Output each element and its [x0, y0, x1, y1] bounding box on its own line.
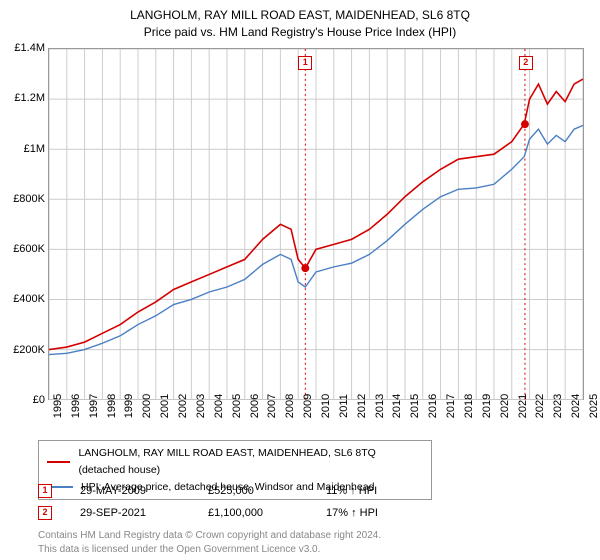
sale-delta: 11% ↑ HPI [326, 485, 377, 497]
x-tick-label: 1999 [123, 394, 135, 418]
x-tick-label: 2018 [463, 394, 475, 418]
y-tick-label: £0 [33, 394, 45, 406]
x-tick-label: 2006 [249, 394, 261, 418]
chart-subtitle: Price paid vs. HM Land Registry's House … [0, 22, 600, 39]
plot-area [48, 48, 584, 400]
sale-marker-box: 1 [298, 56, 312, 70]
y-tick-label: £1.4M [14, 42, 45, 54]
plot-svg [49, 49, 583, 400]
sale-marker: 2 [38, 506, 52, 520]
x-tick-label: 2024 [570, 394, 582, 418]
sale-delta: 17% ↑ HPI [326, 507, 378, 519]
x-tick-label: 2001 [159, 394, 171, 418]
footer-attribution: Contains HM Land Registry data © Crown c… [38, 529, 381, 556]
x-tick-label: 2016 [427, 394, 439, 418]
x-tick-label: 2002 [177, 394, 189, 418]
footer-line1: Contains HM Land Registry data © Crown c… [38, 529, 381, 543]
x-tick-label: 2007 [266, 394, 278, 418]
x-tick-label: 2019 [481, 394, 493, 418]
chart-title: LANGHOLM, RAY MILL ROAD EAST, MAIDENHEAD… [0, 0, 600, 22]
x-tick-label: 2010 [320, 394, 332, 418]
x-tick-label: 1997 [88, 394, 100, 418]
x-tick-label: 2015 [409, 394, 421, 418]
legend-label: LANGHOLM, RAY MILL ROAD EAST, MAIDENHEAD… [78, 445, 423, 479]
x-tick-label: 2003 [195, 394, 207, 418]
x-tick-label: 2013 [374, 394, 386, 418]
sale-row: 2 29-SEP-2021 £1,100,000 17% ↑ HPI [38, 506, 378, 520]
sale-row: 1 29-MAY-2009 £525,000 11% ↑ HPI [38, 484, 377, 498]
x-tick-label: 2005 [231, 394, 243, 418]
legend-swatch [47, 461, 70, 463]
footer-line2: This data is licensed under the Open Gov… [38, 543, 381, 557]
y-tick-label: £1M [24, 143, 45, 155]
x-tick-label: 2009 [302, 394, 314, 418]
x-tick-label: 2012 [356, 394, 368, 418]
x-tick-label: 2017 [445, 394, 457, 418]
x-tick-label: 2004 [213, 394, 225, 418]
x-tick-label: 1998 [106, 394, 118, 418]
sale-date: 29-SEP-2021 [80, 507, 180, 519]
sale-price: £525,000 [208, 485, 298, 497]
sale-date: 29-MAY-2009 [80, 485, 180, 497]
legend-row: LANGHOLM, RAY MILL ROAD EAST, MAIDENHEAD… [47, 445, 423, 479]
y-tick-label: £400K [13, 293, 45, 305]
x-tick-label: 2022 [534, 394, 546, 418]
x-tick-label: 2008 [284, 394, 296, 418]
sale-price: £1,100,000 [208, 507, 298, 519]
x-tick-label: 2014 [391, 394, 403, 418]
x-tick-label: 2000 [141, 394, 153, 418]
x-tick-label: 2023 [552, 394, 564, 418]
x-tick-label: 1996 [70, 394, 82, 418]
x-tick-label: 1995 [52, 394, 64, 418]
x-tick-label: 2025 [588, 394, 600, 418]
y-tick-label: £1.2M [14, 92, 45, 104]
x-tick-label: 2021 [517, 394, 529, 418]
sale-marker: 1 [38, 484, 52, 498]
x-tick-label: 2020 [499, 394, 511, 418]
x-tick-label: 2011 [338, 394, 350, 418]
y-tick-label: £800K [13, 193, 45, 205]
chart-container: LANGHOLM, RAY MILL ROAD EAST, MAIDENHEAD… [0, 0, 600, 560]
sale-marker-box: 2 [519, 56, 533, 70]
y-tick-label: £200K [13, 344, 45, 356]
y-tick-label: £600K [13, 243, 45, 255]
